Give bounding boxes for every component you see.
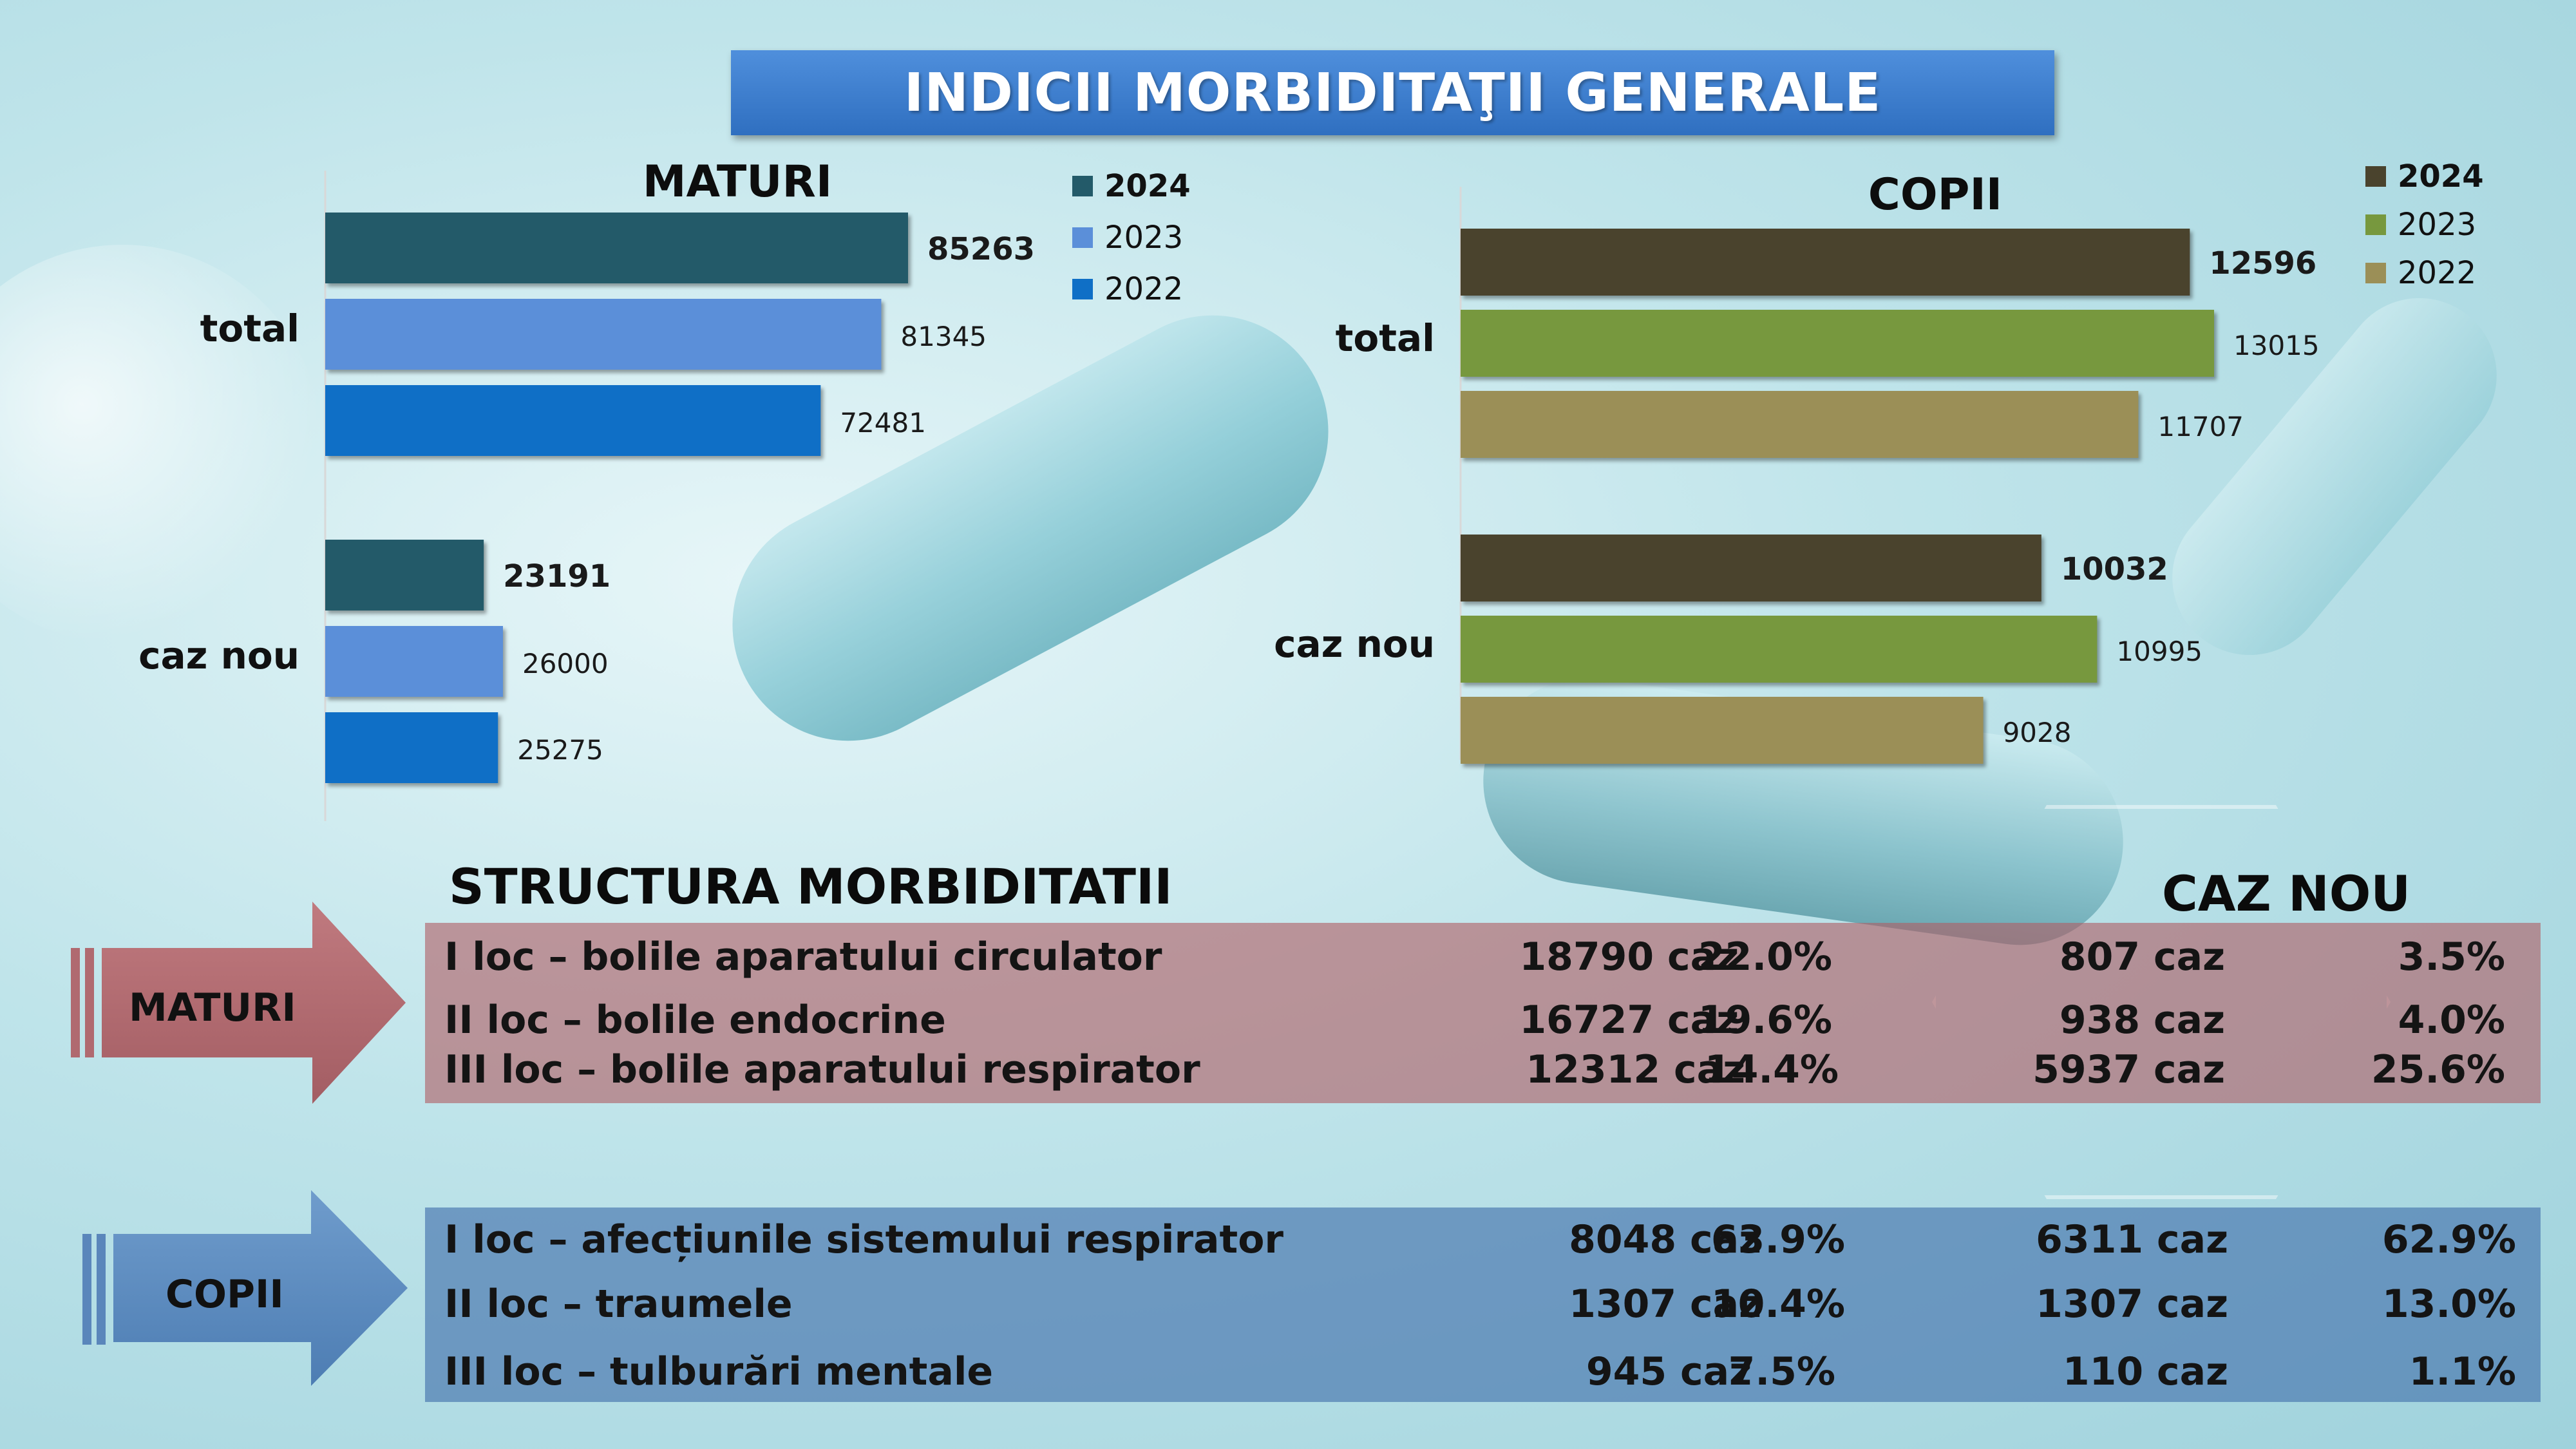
copii-data-label: 10032 [2061, 551, 2168, 587]
new-case-percent: 1.1% [2409, 1349, 2516, 1394]
cause-label: III loc – tulburări mentale [444, 1349, 994, 1394]
page-title: INDICII MORBIDITAŢII GENERALE [904, 62, 1882, 124]
maturi-legend-label: 2024 [1104, 168, 1191, 204]
table-row: II loc – traumele 1307 caz 10.4% 1307 ca… [425, 1282, 2541, 1333]
maturi-chart-title: MATURI [643, 156, 832, 207]
new-case-count: 110 caz [2062, 1349, 2228, 1394]
copii-bar [1461, 616, 2098, 683]
copii-legend-swatch [2365, 263, 2386, 283]
maturi-category-label: caz nou [138, 634, 299, 677]
case-percent: 22.0% [1698, 934, 1832, 980]
copii-legend-swatch [2365, 214, 2386, 235]
maturi-legend-swatch [1072, 279, 1093, 299]
new-case-percent: 3.5% [2398, 934, 2505, 980]
new-case-percent: 13.0% [2382, 1282, 2516, 1327]
maturi-data-label: 26000 [522, 648, 609, 679]
case-percent: 14.4% [1704, 1047, 1839, 1092]
maturi-bar [325, 540, 484, 611]
maturi-arrow [71, 902, 406, 1104]
copii-data-label: 12596 [2209, 245, 2316, 281]
copii-bar [1461, 229, 2190, 296]
maturi-bar [325, 213, 908, 283]
maturi-label: MATURI [129, 985, 296, 1030]
copii-data-label: 11707 [2157, 411, 2244, 442]
cause-label: I loc – bolile aparatului circulator [444, 934, 1162, 980]
case-count: 945 caz [1586, 1349, 1752, 1394]
copii-bar [1461, 697, 1984, 764]
new-case-count: 6311 caz [2036, 1217, 2228, 1262]
maturi-legend-swatch [1072, 227, 1093, 248]
maturi-legend-swatch [1072, 176, 1093, 196]
new-case-percent: 62.9% [2382, 1217, 2516, 1262]
copii-data-label: 9028 [2003, 717, 2072, 748]
maturi-data-label: 25275 [517, 734, 603, 766]
maturi-bar [325, 626, 503, 697]
new-case-count: 938 caz [2059, 998, 2225, 1043]
new-case-count: 807 caz [2059, 934, 2225, 980]
copii-data-label: 13015 [2233, 330, 2320, 361]
table-row: II loc – bolile endocrine 16727 caz 19.6… [425, 998, 2541, 1049]
case-percent: 7.5% [1728, 1349, 1835, 1394]
maturi-bar [325, 299, 882, 370]
maturi-data-label: 85263 [927, 231, 1035, 267]
copii-category-label: caz nou [1274, 622, 1435, 666]
maturi-data-label: 81345 [900, 321, 987, 352]
maturi-data-label: 72481 [840, 407, 926, 439]
new-case-percent: 25.6% [2371, 1047, 2505, 1092]
case-percent: 10.4% [1710, 1282, 1845, 1327]
copii-bar [1461, 535, 2041, 601]
new-case-count: 1307 caz [2036, 1282, 2228, 1327]
copii-legend-label: 2022 [2398, 255, 2476, 291]
case-count: 1307 caz [1569, 1282, 1761, 1327]
title-banner: INDICII MORBIDITAŢII GENERALE [731, 50, 2054, 135]
copii-legend-label: 2023 [2398, 207, 2476, 243]
copii-chart-title: COPII [1868, 169, 2002, 220]
case-percent: 19.6% [1698, 998, 1832, 1043]
maturi-structure-table: I loc – bolile aparatului circulator 187… [425, 923, 2541, 1103]
copii-arrow [82, 1190, 408, 1386]
case-count: 16727 caz [1519, 998, 1739, 1043]
cause-label: II loc – bolile endocrine [444, 998, 946, 1043]
copii-bar [1461, 391, 2139, 458]
cause-label: III loc – bolile aparatului respirator [444, 1047, 1200, 1092]
maturi-legend-label: 2022 [1104, 271, 1183, 307]
table-row: III loc – bolile aparatului respirator 1… [425, 1047, 2541, 1099]
copii-structure-table: I loc – afecțiunile sistemului respirato… [425, 1208, 2541, 1402]
copii-data-label: 10995 [2116, 636, 2202, 667]
case-count: 8048 caz [1569, 1217, 1761, 1262]
new-case-percent: 4.0% [2398, 998, 2505, 1043]
case-count: 18790 caz [1519, 934, 1739, 980]
copii-legend-label: 2024 [2398, 158, 2484, 194]
maturi-bar [325, 712, 498, 783]
maturi-data-label: 23191 [503, 558, 611, 594]
cause-label: II loc – traumele [444, 1282, 793, 1327]
case-percent: 63.9% [1710, 1217, 1845, 1262]
copii-legend-swatch [2365, 166, 2386, 187]
maturi-bar [325, 385, 821, 456]
case-count: 12312 caz [1526, 1047, 1745, 1092]
copii-label: COPII [166, 1272, 284, 1317]
maturi-category-label: total [200, 307, 299, 350]
caz-nou-heading: CAZ NOU [2162, 865, 2411, 922]
copii-category-label: total [1336, 316, 1435, 360]
maturi-legend-label: 2023 [1104, 220, 1183, 256]
cause-label: I loc – afecțiunile sistemului respirato… [444, 1217, 1284, 1262]
copii-bar [1461, 310, 2214, 377]
structure-heading: STRUCTURA MORBIDITATII [449, 858, 1173, 915]
new-case-count: 5937 caz [2032, 1047, 2225, 1092]
table-row: I loc – bolile aparatului circulator 187… [425, 934, 2541, 986]
table-row: III loc – tulburări mentale 945 caz 7.5%… [425, 1349, 2541, 1401]
table-row: I loc – afecțiunile sistemului respirato… [425, 1217, 2541, 1269]
